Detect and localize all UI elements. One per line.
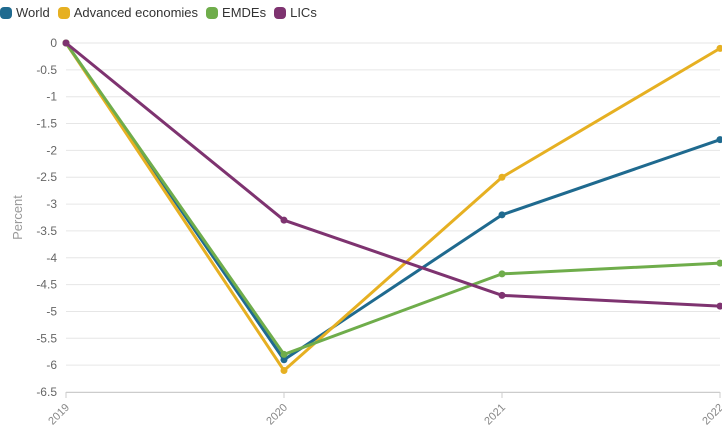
data-point-lics[interactable] xyxy=(498,291,506,299)
grid xyxy=(66,42,720,393)
y-tick-label: -0.5 xyxy=(36,63,57,77)
y-tick-label: -5.5 xyxy=(36,331,57,345)
legend-swatch-emdes xyxy=(206,7,219,19)
series-line-advanced-economies[interactable] xyxy=(64,41,722,373)
data-point-lics[interactable] xyxy=(280,216,288,224)
series-advanced-economies[interactable] xyxy=(62,39,722,375)
data-point-world[interactable] xyxy=(280,356,288,364)
y-axis-label: Percent xyxy=(10,195,25,240)
series-line-emdes[interactable] xyxy=(64,41,722,356)
legend-item-emdes[interactable]: EMDEs xyxy=(206,5,266,21)
series-emdes[interactable] xyxy=(62,39,722,358)
x-tick-label: 2020 xyxy=(264,402,290,428)
data-point-advanced-economies[interactable] xyxy=(498,173,506,181)
legend-swatch-lics xyxy=(274,7,287,19)
y-tick-label: 0 xyxy=(50,36,57,50)
data-point-advanced-economies[interactable] xyxy=(280,367,288,375)
legend-label-world: World xyxy=(16,5,50,20)
data-point-advanced-economies[interactable] xyxy=(716,44,722,52)
x-tick-label: 2019 xyxy=(46,402,72,428)
x-tick-label: 2022 xyxy=(700,402,722,428)
y-tick-label: -3.5 xyxy=(36,224,57,238)
legend-item-world[interactable]: World xyxy=(0,5,50,21)
y-tick-label: -3 xyxy=(46,197,57,211)
legend-swatch-world xyxy=(0,7,12,19)
y-tick-label: -6.5 xyxy=(36,385,57,399)
data-point-lics[interactable] xyxy=(716,302,722,310)
data-point-world[interactable] xyxy=(498,211,506,219)
legend-item-advanced-economies[interactable]: Advanced economies xyxy=(57,5,199,21)
chart-legend: World Advanced economies EMDEs LICs xyxy=(0,5,325,21)
series-line-world[interactable] xyxy=(64,41,722,362)
y-tick-label: -1 xyxy=(46,90,57,104)
legend-label-advanced-economies: Advanced economies xyxy=(73,5,199,20)
y-tick-label: -1.5 xyxy=(36,117,57,131)
y-tick-label: -2 xyxy=(46,143,57,157)
y-tick-label: -4.5 xyxy=(36,278,57,292)
series xyxy=(62,39,722,375)
legend-label-lics: LICs xyxy=(290,5,317,20)
y-tick-label: -2.5 xyxy=(36,170,57,184)
legend-swatch-advanced-economies xyxy=(57,7,70,19)
series-lics[interactable] xyxy=(62,39,722,310)
x-axis-ticks: 2019 2020 2021 2022 xyxy=(46,392,722,427)
series-line-lics[interactable] xyxy=(64,41,722,308)
y-tick-label: -4 xyxy=(46,251,57,265)
data-point-emdes[interactable] xyxy=(498,270,506,278)
data-point-world[interactable] xyxy=(716,136,722,144)
x-tick-label: 2021 xyxy=(482,402,508,428)
data-point-lics[interactable] xyxy=(62,39,70,47)
legend-item-lics[interactable]: LICs xyxy=(274,5,317,21)
data-point-emdes[interactable] xyxy=(716,259,722,267)
data-point-emdes[interactable] xyxy=(280,350,288,358)
y-axis-ticks: 0 -0.5 -1 -1.5 -2 -2.5 -3 -3.5 -4 -4.5 -5 -5.5 -6 -6.… xyxy=(36,36,57,399)
y-tick-label: -6 xyxy=(46,358,57,372)
y-tick-label: -5 xyxy=(46,304,57,318)
legend-label-emdes: EMDEs xyxy=(222,5,267,20)
